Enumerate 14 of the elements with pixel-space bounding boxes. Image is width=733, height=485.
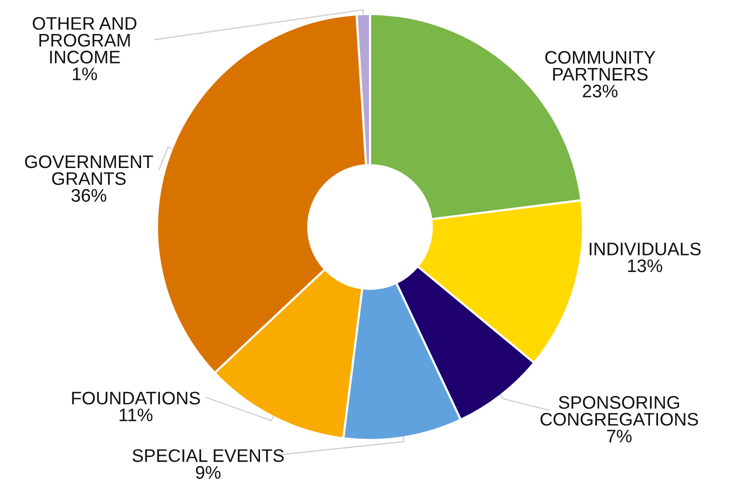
- slice-label: INDIVIDUALS: [590, 242, 701, 256]
- data-label: 7%: [607, 430, 632, 442]
- data-label: 1%: [72, 68, 97, 80]
- data-label: 11%: [120, 408, 152, 422]
- slice-label: FOUNDATIONS: [72, 392, 200, 404]
- data-label: 36%: [71, 189, 106, 202]
- slice-label: SPONSORING CONGREGATIONS: [540, 396, 698, 426]
- slice-label: COMMUNITY PARTNERS: [545, 51, 656, 81]
- slice-label: OTHER AND PROGRAM INCOME: [32, 17, 136, 64]
- slice-label: GOVERNMENT GRANTS: [25, 155, 154, 185]
- data-label: 9%: [196, 466, 221, 479]
- data-label: 23%: [582, 84, 618, 98]
- data-label: 13%: [628, 259, 662, 272]
- slice-label: SPECIAL EVENTS: [132, 449, 284, 462]
